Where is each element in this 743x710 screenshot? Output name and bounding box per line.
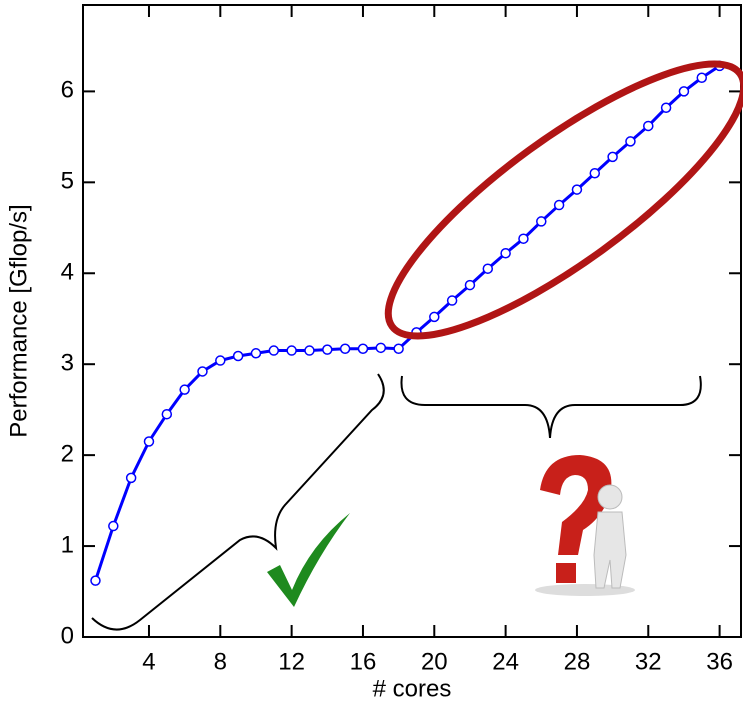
data-point [625,136,636,147]
data-point [179,384,190,395]
data-point [143,436,155,447]
data-point [446,295,458,306]
x-tick-label: 8 [214,648,227,675]
data-point [571,184,583,195]
data-point [553,199,565,211]
data-point [268,345,280,356]
x-tick-label: 16 [350,648,377,675]
y-tick-label: 4 [61,259,74,286]
data-point [429,311,440,323]
data-point [250,348,262,359]
y-axis-label: Performance [Gflop/s] [5,204,32,437]
y-tick-label: 5 [61,168,74,195]
y-tick-label: 1 [61,531,74,558]
data-point [393,343,404,354]
data-point [536,216,547,227]
data-point [90,575,101,586]
highlight-ellipse [384,60,743,340]
question-figure [535,455,635,596]
data-point [518,233,529,244]
data-point [589,167,601,179]
y-tick-label: 2 [61,440,74,467]
x-tick-label: 36 [706,648,733,675]
data-point [339,343,351,354]
data-point [643,120,654,132]
data-point [500,248,511,259]
x-tick-label: 24 [492,648,519,675]
data-point [322,344,333,355]
data-point [108,520,119,532]
data-point [304,345,315,356]
data-point [215,355,226,366]
x-tick-label: 28 [564,648,591,675]
plot-frame [82,4,742,638]
x-tick-label: 32 [635,648,662,675]
x-axis-label: # cores [373,675,452,702]
data-point [232,350,244,362]
data-point [696,72,708,83]
data-point [125,472,137,484]
check-mark [267,513,350,607]
data-point [660,102,672,114]
y-tick-label: 6 [61,77,74,104]
x-tick-label: 4 [142,648,155,675]
brace-right [400,375,702,439]
data-point [678,86,690,97]
x-tick-label: 12 [278,648,305,675]
y-tick-label: 3 [61,350,74,377]
data-point [607,151,618,163]
data-point [464,279,476,291]
data-point [482,263,494,274]
brace-left [91,373,385,631]
data-point [357,343,369,354]
data-point [375,342,387,354]
data-point [161,408,173,420]
x-tick-label: 20 [421,648,448,675]
data-point [286,345,297,356]
y-tick-label: 0 [61,622,74,649]
data-point [197,366,208,377]
